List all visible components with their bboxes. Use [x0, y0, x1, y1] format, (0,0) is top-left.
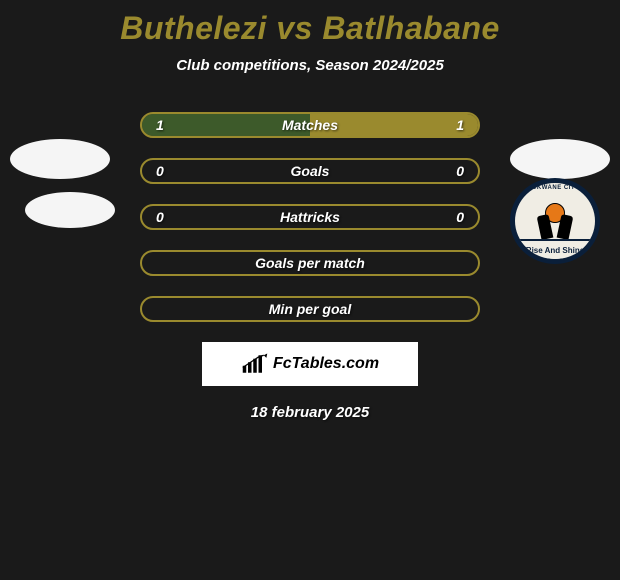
stat-value-left: 0	[156, 163, 168, 179]
stat-label: Goals	[142, 163, 478, 179]
stat-value-right: 0	[452, 163, 464, 179]
stat-label: Goals per match	[142, 255, 478, 271]
stat-row: Min per goal	[140, 296, 480, 322]
stat-label: Matches	[142, 117, 478, 133]
stat-row: Goals per match	[140, 250, 480, 276]
stat-row: 1Matches1	[140, 112, 480, 138]
stat-value-right: 1	[452, 117, 464, 133]
stat-value-left: 1	[156, 117, 168, 133]
stat-label: Min per goal	[142, 301, 478, 317]
stat-row: 0Hattricks0	[140, 204, 480, 230]
brand-badge: FcTables.com	[202, 342, 418, 386]
bar-chart-icon	[241, 353, 269, 375]
stat-row: 0Goals0	[140, 158, 480, 184]
brand-text: FcTables.com	[273, 355, 379, 373]
stat-label: Hattricks	[142, 209, 478, 225]
date: 18 february 2025	[0, 404, 620, 421]
stat-value-left: 0	[156, 209, 168, 225]
page-title: Buthelezi vs Batlhabane	[0, 0, 620, 47]
stat-value-right: 0	[452, 209, 464, 225]
subtitle: Club competitions, Season 2024/2025	[0, 57, 620, 74]
stats-area: 1Matches10Goals00Hattricks0Goals per mat…	[0, 112, 620, 322]
